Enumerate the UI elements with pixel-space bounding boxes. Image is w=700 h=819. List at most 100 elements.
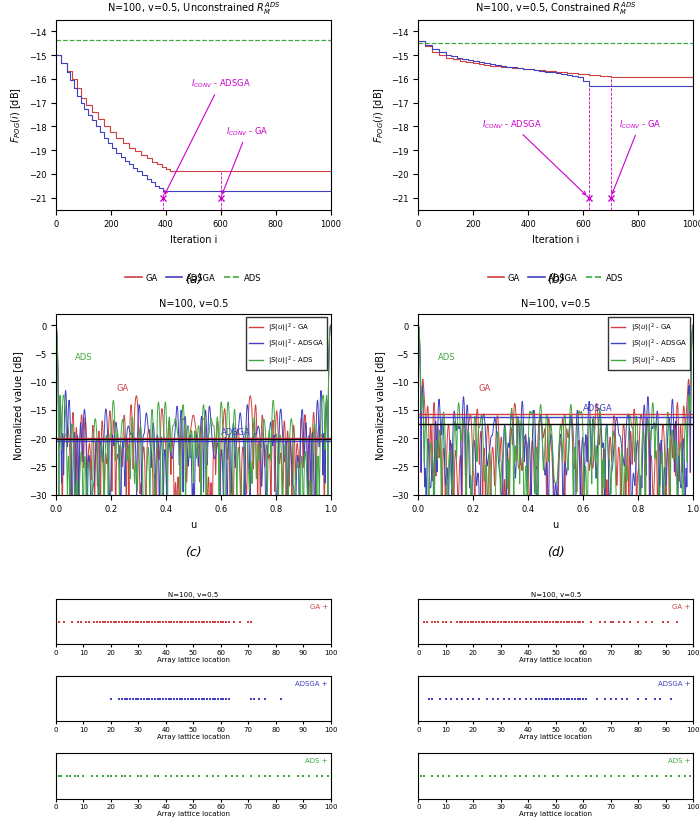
Point bbox=[127, 615, 139, 628]
Point bbox=[103, 769, 114, 782]
Point bbox=[490, 615, 501, 628]
Text: ADS: ADS bbox=[75, 353, 92, 362]
Point bbox=[432, 615, 443, 628]
Point bbox=[473, 692, 484, 705]
Point bbox=[578, 615, 589, 628]
Point bbox=[421, 615, 433, 628]
Point bbox=[237, 769, 248, 782]
Point bbox=[646, 769, 657, 782]
Point bbox=[564, 615, 575, 628]
X-axis label: Array lattice location: Array lattice location bbox=[157, 656, 230, 662]
Point bbox=[509, 692, 520, 705]
Point bbox=[125, 769, 136, 782]
Point bbox=[229, 615, 240, 628]
Title: N=100, v=0.5: N=100, v=0.5 bbox=[521, 298, 590, 308]
Point bbox=[243, 615, 254, 628]
Point bbox=[640, 615, 652, 628]
Point bbox=[179, 615, 190, 628]
Point bbox=[207, 692, 218, 705]
Point bbox=[172, 769, 183, 782]
Point bbox=[56, 769, 67, 782]
Point bbox=[509, 769, 520, 782]
Point bbox=[125, 692, 136, 705]
Point bbox=[605, 692, 616, 705]
Point bbox=[559, 692, 570, 705]
Title: N=100, v=0.5: N=100, v=0.5 bbox=[168, 591, 218, 598]
Point bbox=[498, 692, 509, 705]
Point bbox=[556, 692, 567, 705]
Point bbox=[316, 769, 328, 782]
Point bbox=[457, 615, 468, 628]
Point bbox=[141, 615, 152, 628]
Point bbox=[182, 692, 193, 705]
Point bbox=[193, 615, 204, 628]
Point bbox=[592, 769, 603, 782]
X-axis label: Iteration i: Iteration i bbox=[532, 234, 580, 245]
X-axis label: Array lattice location: Array lattice location bbox=[157, 733, 230, 739]
Point bbox=[149, 692, 160, 705]
Point bbox=[561, 692, 573, 705]
Point bbox=[517, 615, 528, 628]
Point bbox=[514, 615, 526, 628]
Point bbox=[190, 692, 202, 705]
X-axis label: Array lattice location: Array lattice location bbox=[519, 733, 592, 739]
Point bbox=[163, 615, 174, 628]
Point bbox=[78, 769, 89, 782]
Point bbox=[259, 769, 270, 782]
Point bbox=[536, 615, 547, 628]
Title: N=100, v=0.5: N=100, v=0.5 bbox=[531, 591, 581, 598]
Point bbox=[253, 692, 265, 705]
Point bbox=[218, 692, 229, 705]
X-axis label: u: u bbox=[552, 519, 559, 529]
Point bbox=[547, 692, 559, 705]
Point bbox=[640, 769, 652, 782]
Point bbox=[482, 692, 493, 705]
Point bbox=[547, 615, 559, 628]
Point bbox=[526, 615, 537, 628]
Point bbox=[468, 692, 479, 705]
Point bbox=[640, 692, 652, 705]
Point bbox=[152, 692, 163, 705]
Point bbox=[64, 769, 76, 782]
Point bbox=[202, 615, 213, 628]
Point bbox=[139, 615, 150, 628]
Point bbox=[94, 615, 106, 628]
Point bbox=[426, 769, 438, 782]
Point bbox=[542, 692, 553, 705]
Point bbox=[599, 615, 610, 628]
Point bbox=[166, 615, 177, 628]
Point bbox=[633, 615, 644, 628]
Y-axis label: $F_{POG}(i)$ [dB]: $F_{POG}(i)$ [dB] bbox=[372, 88, 386, 143]
Point bbox=[426, 615, 438, 628]
Point bbox=[457, 692, 468, 705]
Point bbox=[176, 769, 188, 782]
Point bbox=[446, 615, 457, 628]
Point bbox=[122, 692, 133, 705]
Point bbox=[136, 615, 147, 628]
Point bbox=[141, 692, 152, 705]
Point bbox=[292, 769, 303, 782]
Point bbox=[149, 769, 160, 782]
Point bbox=[566, 615, 578, 628]
Point bbox=[526, 692, 537, 705]
Point bbox=[116, 615, 127, 628]
Point bbox=[539, 769, 550, 782]
Point bbox=[633, 769, 644, 782]
Point bbox=[144, 692, 155, 705]
Point bbox=[490, 769, 501, 782]
Point bbox=[468, 615, 479, 628]
Point bbox=[234, 615, 246, 628]
Point bbox=[152, 615, 163, 628]
Point bbox=[446, 692, 457, 705]
Point bbox=[146, 615, 158, 628]
Point bbox=[539, 615, 550, 628]
Point bbox=[196, 615, 207, 628]
Text: (c): (c) bbox=[185, 545, 202, 559]
Point bbox=[495, 769, 506, 782]
Point bbox=[130, 692, 141, 705]
Point bbox=[212, 615, 223, 628]
Point bbox=[613, 769, 624, 782]
Text: GA +: GA + bbox=[309, 603, 328, 609]
Text: $I_{CONV}$ - ADSGA: $I_{CONV}$ - ADSGA bbox=[482, 118, 586, 196]
Point bbox=[92, 769, 103, 782]
